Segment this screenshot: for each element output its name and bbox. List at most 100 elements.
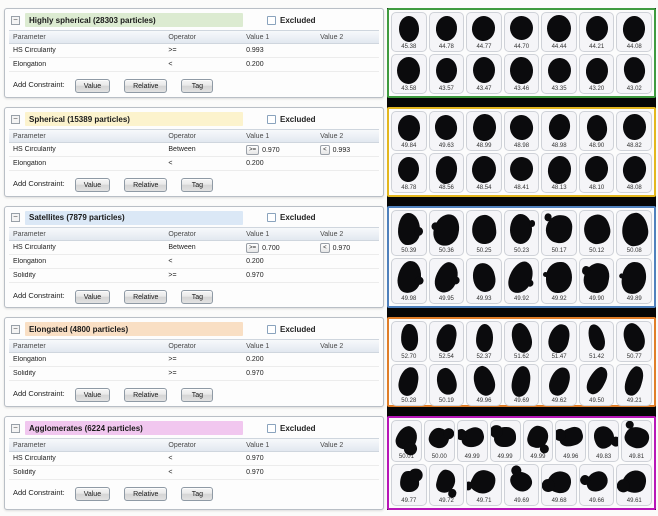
particle-thumbnail[interactable]: 49.90 — [578, 258, 615, 304]
particle-thumbnail[interactable]: 49.96 — [466, 363, 502, 406]
particle-thumbnail[interactable]: 49.81 — [621, 420, 652, 462]
particle-thumbnail[interactable]: 45.38 — [391, 12, 427, 52]
particle-thumbnail[interactable]: 49.69 — [503, 464, 540, 506]
parameter-cell[interactable]: HS Circularity — [13, 47, 56, 54]
parameter-cell[interactable]: Solidity — [13, 370, 36, 377]
add-tag-constraint-button[interactable]: Tag — [181, 79, 214, 94]
excluded-checkbox[interactable] — [267, 114, 276, 124]
particle-thumbnail[interactable]: 49.96 — [555, 420, 587, 462]
particle-thumbnail[interactable]: 49.77 — [391, 464, 427, 506]
particle-thumbnail[interactable]: 49.50 — [578, 363, 615, 406]
add-value-constraint-button[interactable]: Value — [74, 388, 111, 403]
excluded-checkbox[interactable] — [267, 213, 276, 222]
add-relative-constraint-button[interactable]: Relative — [124, 487, 168, 502]
particle-thumbnail[interactable]: 50.12 — [578, 210, 615, 256]
particle-thumbnail[interactable]: 44.78 — [428, 12, 465, 52]
parameter-cell[interactable]: Elongation — [13, 61, 47, 68]
particle-thumbnail[interactable]: 48.98 — [503, 111, 540, 151]
value1-cell[interactable]: 0.200 — [246, 61, 264, 68]
particle-thumbnail[interactable]: 49.71 — [466, 464, 502, 506]
value2-cell[interactable]: <0.970 — [316, 242, 379, 253]
add-tag-constraint-button[interactable]: Tag — [181, 290, 214, 305]
collapse-icon[interactable]: − — [11, 114, 20, 124]
value1-cell[interactable]: 0.200 — [246, 160, 264, 167]
operator-cell[interactable]: Between — [168, 244, 196, 251]
particle-thumbnail[interactable]: 50.08 — [616, 210, 653, 256]
particle-thumbnail[interactable]: 50.00 — [423, 420, 455, 462]
parameter-cell[interactable]: Solidity — [13, 469, 36, 476]
particle-thumbnail[interactable]: 49.84 — [391, 111, 427, 151]
particle-thumbnail[interactable]: 50.17 — [541, 210, 577, 256]
particle-thumbnail[interactable]: 48.41 — [503, 153, 540, 193]
excluded-checkbox[interactable] — [267, 423, 276, 433]
particle-thumbnail[interactable]: 50.28 — [391, 363, 427, 406]
add-value-constraint-button[interactable]: Value — [74, 79, 111, 94]
value2-operator-chip[interactable]: < — [320, 144, 330, 155]
particle-thumbnail[interactable]: 44.44 — [541, 12, 577, 52]
particle-thumbnail[interactable]: 49.63 — [428, 111, 465, 151]
collapse-icon[interactable]: − — [11, 213, 20, 222]
particle-thumbnail[interactable]: 50.25 — [466, 210, 502, 256]
add-relative-constraint-button[interactable]: Relative — [124, 79, 168, 94]
particle-thumbnail[interactable]: 50.77 — [616, 321, 653, 362]
particle-thumbnail[interactable]: 44.21 — [578, 12, 615, 52]
parameter-cell[interactable]: Elongation — [13, 160, 47, 167]
particle-thumbnail[interactable]: 48.10 — [578, 153, 615, 193]
particle-thumbnail[interactable]: 48.54 — [466, 153, 502, 193]
value1-cell[interactable]: 0.970 — [246, 455, 264, 462]
value1-cell[interactable]: 0.200 — [246, 356, 264, 363]
particle-thumbnail[interactable]: 48.56 — [428, 153, 465, 193]
particle-thumbnail[interactable]: 50.01 — [391, 420, 422, 462]
collapse-icon[interactable]: − — [11, 324, 20, 334]
particle-thumbnail[interactable]: 49.66 — [578, 464, 615, 506]
add-relative-constraint-button[interactable]: Relative — [124, 290, 168, 305]
particle-thumbnail[interactable]: 49.98 — [391, 258, 427, 304]
particle-thumbnail[interactable]: 48.08 — [616, 153, 653, 193]
particle-thumbnail[interactable]: 49.99 — [522, 420, 554, 462]
particle-thumbnail[interactable]: 48.90 — [578, 111, 615, 151]
operator-cell[interactable]: < — [168, 469, 173, 476]
particle-thumbnail[interactable]: 50.23 — [503, 210, 540, 256]
particle-thumbnail[interactable]: 50.36 — [428, 210, 465, 256]
particle-thumbnail[interactable]: 49.72 — [428, 464, 465, 506]
value2-cell[interactable]: <0.993 — [316, 144, 379, 155]
particle-thumbnail[interactable]: 48.78 — [391, 153, 427, 193]
parameter-cell[interactable]: HS Circularity — [13, 146, 56, 153]
particle-thumbnail[interactable]: 49.99 — [456, 420, 488, 462]
particle-thumbnail[interactable]: 49.99 — [489, 420, 521, 462]
particle-thumbnail[interactable]: 43.58 — [391, 54, 427, 94]
value1-cell[interactable]: >= 0.970 — [242, 144, 316, 155]
operator-cell[interactable]: < — [168, 455, 173, 462]
parameter-cell[interactable]: Elongation — [13, 258, 47, 265]
particle-thumbnail[interactable]: 43.46 — [503, 54, 540, 94]
add-tag-constraint-button[interactable]: Tag — [181, 388, 214, 403]
value1-cell[interactable]: 0.970 — [246, 272, 264, 279]
particle-thumbnail[interactable]: 48.13 — [541, 153, 577, 193]
particle-thumbnail[interactable]: 52.37 — [466, 321, 502, 362]
excluded-checkbox[interactable] — [267, 15, 276, 25]
value1-cell[interactable]: 0.993 — [246, 47, 264, 54]
add-relative-constraint-button[interactable]: Relative — [124, 178, 168, 193]
operator-cell[interactable]: >= — [168, 272, 177, 279]
particle-thumbnail[interactable]: 48.82 — [616, 111, 653, 151]
value1-cell[interactable]: 0.970 — [246, 469, 264, 476]
operator-cell[interactable]: Between — [168, 146, 196, 153]
operator-cell[interactable]: >= — [168, 370, 177, 377]
particle-thumbnail[interactable]: 49.95 — [428, 258, 465, 304]
particle-thumbnail[interactable]: 48.99 — [466, 111, 502, 151]
particle-thumbnail[interactable]: 49.21 — [616, 363, 653, 406]
particle-thumbnail[interactable]: 51.42 — [578, 321, 615, 362]
particle-thumbnail[interactable]: 44.77 — [466, 12, 502, 52]
particle-thumbnail[interactable]: 49.83 — [588, 420, 620, 462]
parameter-cell[interactable]: HS Circularity — [13, 244, 56, 251]
value1-operator-chip[interactable]: >= — [246, 144, 260, 155]
particle-thumbnail[interactable]: 49.92 — [541, 258, 577, 304]
particle-thumbnail[interactable]: 49.93 — [466, 258, 502, 304]
particle-thumbnail[interactable]: 49.69 — [503, 363, 540, 406]
particle-thumbnail[interactable]: 43.47 — [466, 54, 502, 94]
operator-cell[interactable]: >= — [168, 356, 177, 363]
operator-cell[interactable]: < — [168, 160, 173, 167]
operator-cell[interactable]: >= — [168, 47, 177, 54]
add-value-constraint-button[interactable]: Value — [74, 290, 111, 305]
particle-thumbnail[interactable]: 50.39 — [391, 210, 427, 256]
